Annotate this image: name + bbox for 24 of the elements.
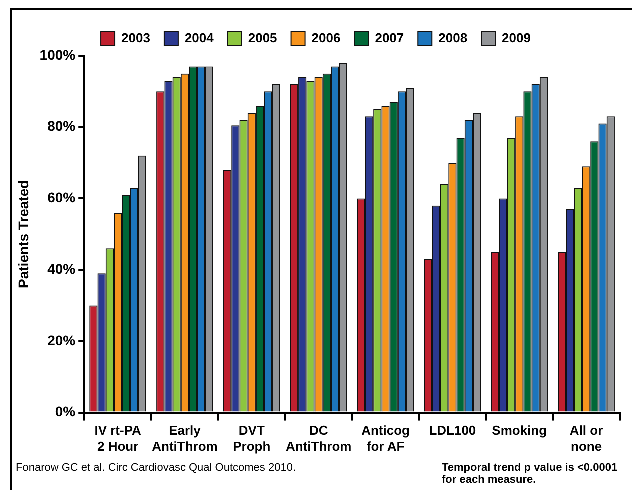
legend-label: 2007: [375, 30, 404, 46]
x-tick-label: LDL100: [429, 423, 476, 438]
x-tick-label: DC AntiThrom: [286, 423, 352, 454]
legend-label: 2009: [502, 30, 531, 46]
legend-label: 2008: [438, 30, 468, 46]
x-tick-label: All or none: [570, 423, 604, 454]
y-tick-label: 80%: [48, 118, 76, 134]
legend-label: 2006: [312, 30, 341, 46]
x-tick-label: IV rt-PA 2 Hour: [94, 423, 142, 454]
text: Fonarow GC et al. Circ Cardiovasc Qual Outcomes 2010.: [16, 462, 296, 474]
x-tick-label: Early AntiThrom: [152, 423, 218, 454]
y-tick-label: 100%: [40, 46, 76, 63]
y-tick-label: 40%: [48, 260, 76, 277]
text: Temporal trend p value is <0.0001 for each measure.: [442, 462, 619, 486]
x-tick-label: Anticog for AF: [362, 423, 410, 454]
y-tick-label: 60%: [48, 190, 76, 206]
y-axis-title: Patients Treated: [15, 180, 32, 288]
legend-label: 2005: [248, 30, 278, 46]
x-tick-label: Smoking: [492, 423, 548, 438]
legend-label: 2003: [122, 30, 150, 46]
legend-label: 2004: [184, 30, 215, 46]
y-tick-label: 20%: [48, 332, 76, 348]
x-tick-label: DVT Proph: [233, 423, 271, 454]
y-tick-label: 0%: [55, 404, 76, 420]
